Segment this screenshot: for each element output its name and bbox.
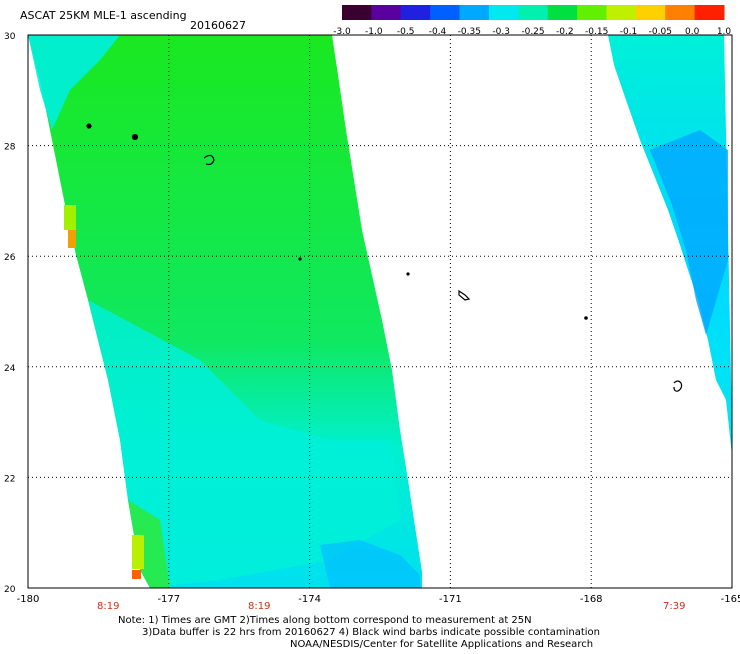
colorbar-swatch (430, 5, 461, 20)
colorbar-swatch (547, 5, 578, 20)
graticule (28, 35, 732, 588)
yellow-pixel-south (132, 535, 144, 569)
colorbar-label: -0.15 (585, 27, 608, 37)
cyan-patch-mid (88, 300, 400, 588)
lon-tick-label: -171 (439, 594, 462, 605)
colorbar-swatch (518, 5, 549, 20)
time-label-1: 8:19 (97, 601, 120, 612)
lon-tick-label: -180 (17, 594, 40, 605)
island-outlines (86, 123, 683, 392)
colorbar-swatch (459, 5, 490, 20)
lat-tick-label: 20 (4, 585, 16, 595)
lon-tick-label: -177 (157, 594, 180, 605)
orange-pixel-south (132, 570, 141, 579)
lat-tick-label: 30 (4, 32, 16, 42)
lat-tick-label: 22 (4, 474, 15, 484)
lat-tick-label: 26 (4, 253, 16, 263)
colorbar-swatch (488, 5, 519, 20)
colorbar-label: -3.0 (333, 27, 351, 37)
time-label-2: 8:19 (248, 601, 271, 612)
colorbar-swatch (371, 5, 402, 20)
colorbar-label: -0.25 (521, 27, 544, 37)
colorbar-label: 1.0 (717, 27, 732, 37)
blue-patch-east (650, 130, 728, 335)
colorbar-label: -0.2 (556, 27, 574, 37)
orange-pixel-north (68, 230, 76, 248)
lat-tick-label: 24 (4, 364, 16, 374)
lon-tick-label: -174 (298, 594, 321, 605)
colorbar-label: 0.0 (685, 27, 700, 37)
cyan-patch-west (28, 35, 120, 130)
colorbar-label: -0.3 (492, 27, 510, 37)
colorbar-swatch (342, 5, 372, 20)
colorbar-label: -0.35 (458, 27, 481, 37)
colorbar-label: -0.1 (620, 27, 638, 37)
colorbar-label: -1.0 (365, 27, 383, 37)
note-line-1: Note: 1) Times are GMT 2)Times along bot… (118, 615, 532, 626)
note-line-2: 3)Data buffer is 22 hrs from 20160627 4)… (142, 627, 600, 638)
note-line-3: NOAA/NESDIS/Center for Satellite Applica… (290, 639, 594, 650)
lon-tick-label: -165 (721, 594, 740, 605)
colorbar-swatch (635, 5, 666, 20)
colorbar-swatch (606, 5, 637, 20)
colorbar-label: -0.05 (649, 27, 672, 37)
time-label-3: 7:39 (663, 601, 686, 612)
colorbar-swatch (577, 5, 607, 20)
colorbar-swatch (665, 5, 696, 20)
blue-patch-south (320, 540, 420, 588)
map-frame (27, 34, 733, 589)
chart-title: ASCAT 25KM MLE-1 ascending (20, 9, 187, 22)
lat-tick-label: 28 (4, 143, 16, 153)
colorbar: -3.0 -1.0 -0.5 -0.4 -0.35 -0.3 -0.25 -0.2 -0.15 -… (333, 5, 731, 37)
chart-date: 20160627 (190, 19, 246, 32)
axis-tick-labels: -180 -177 -174 -171 -168 -165 30 28 26 24 22 20 (4, 32, 740, 605)
colorbar-label: -0.4 (429, 27, 447, 37)
yellow-pixel-north (64, 205, 76, 230)
colorbar-swatch (694, 5, 725, 20)
lon-tick-label: -168 (580, 594, 603, 605)
colorbar-swatch (400, 5, 431, 20)
green-patch-sw (128, 500, 170, 588)
colorbar-label: -0.5 (397, 27, 415, 37)
